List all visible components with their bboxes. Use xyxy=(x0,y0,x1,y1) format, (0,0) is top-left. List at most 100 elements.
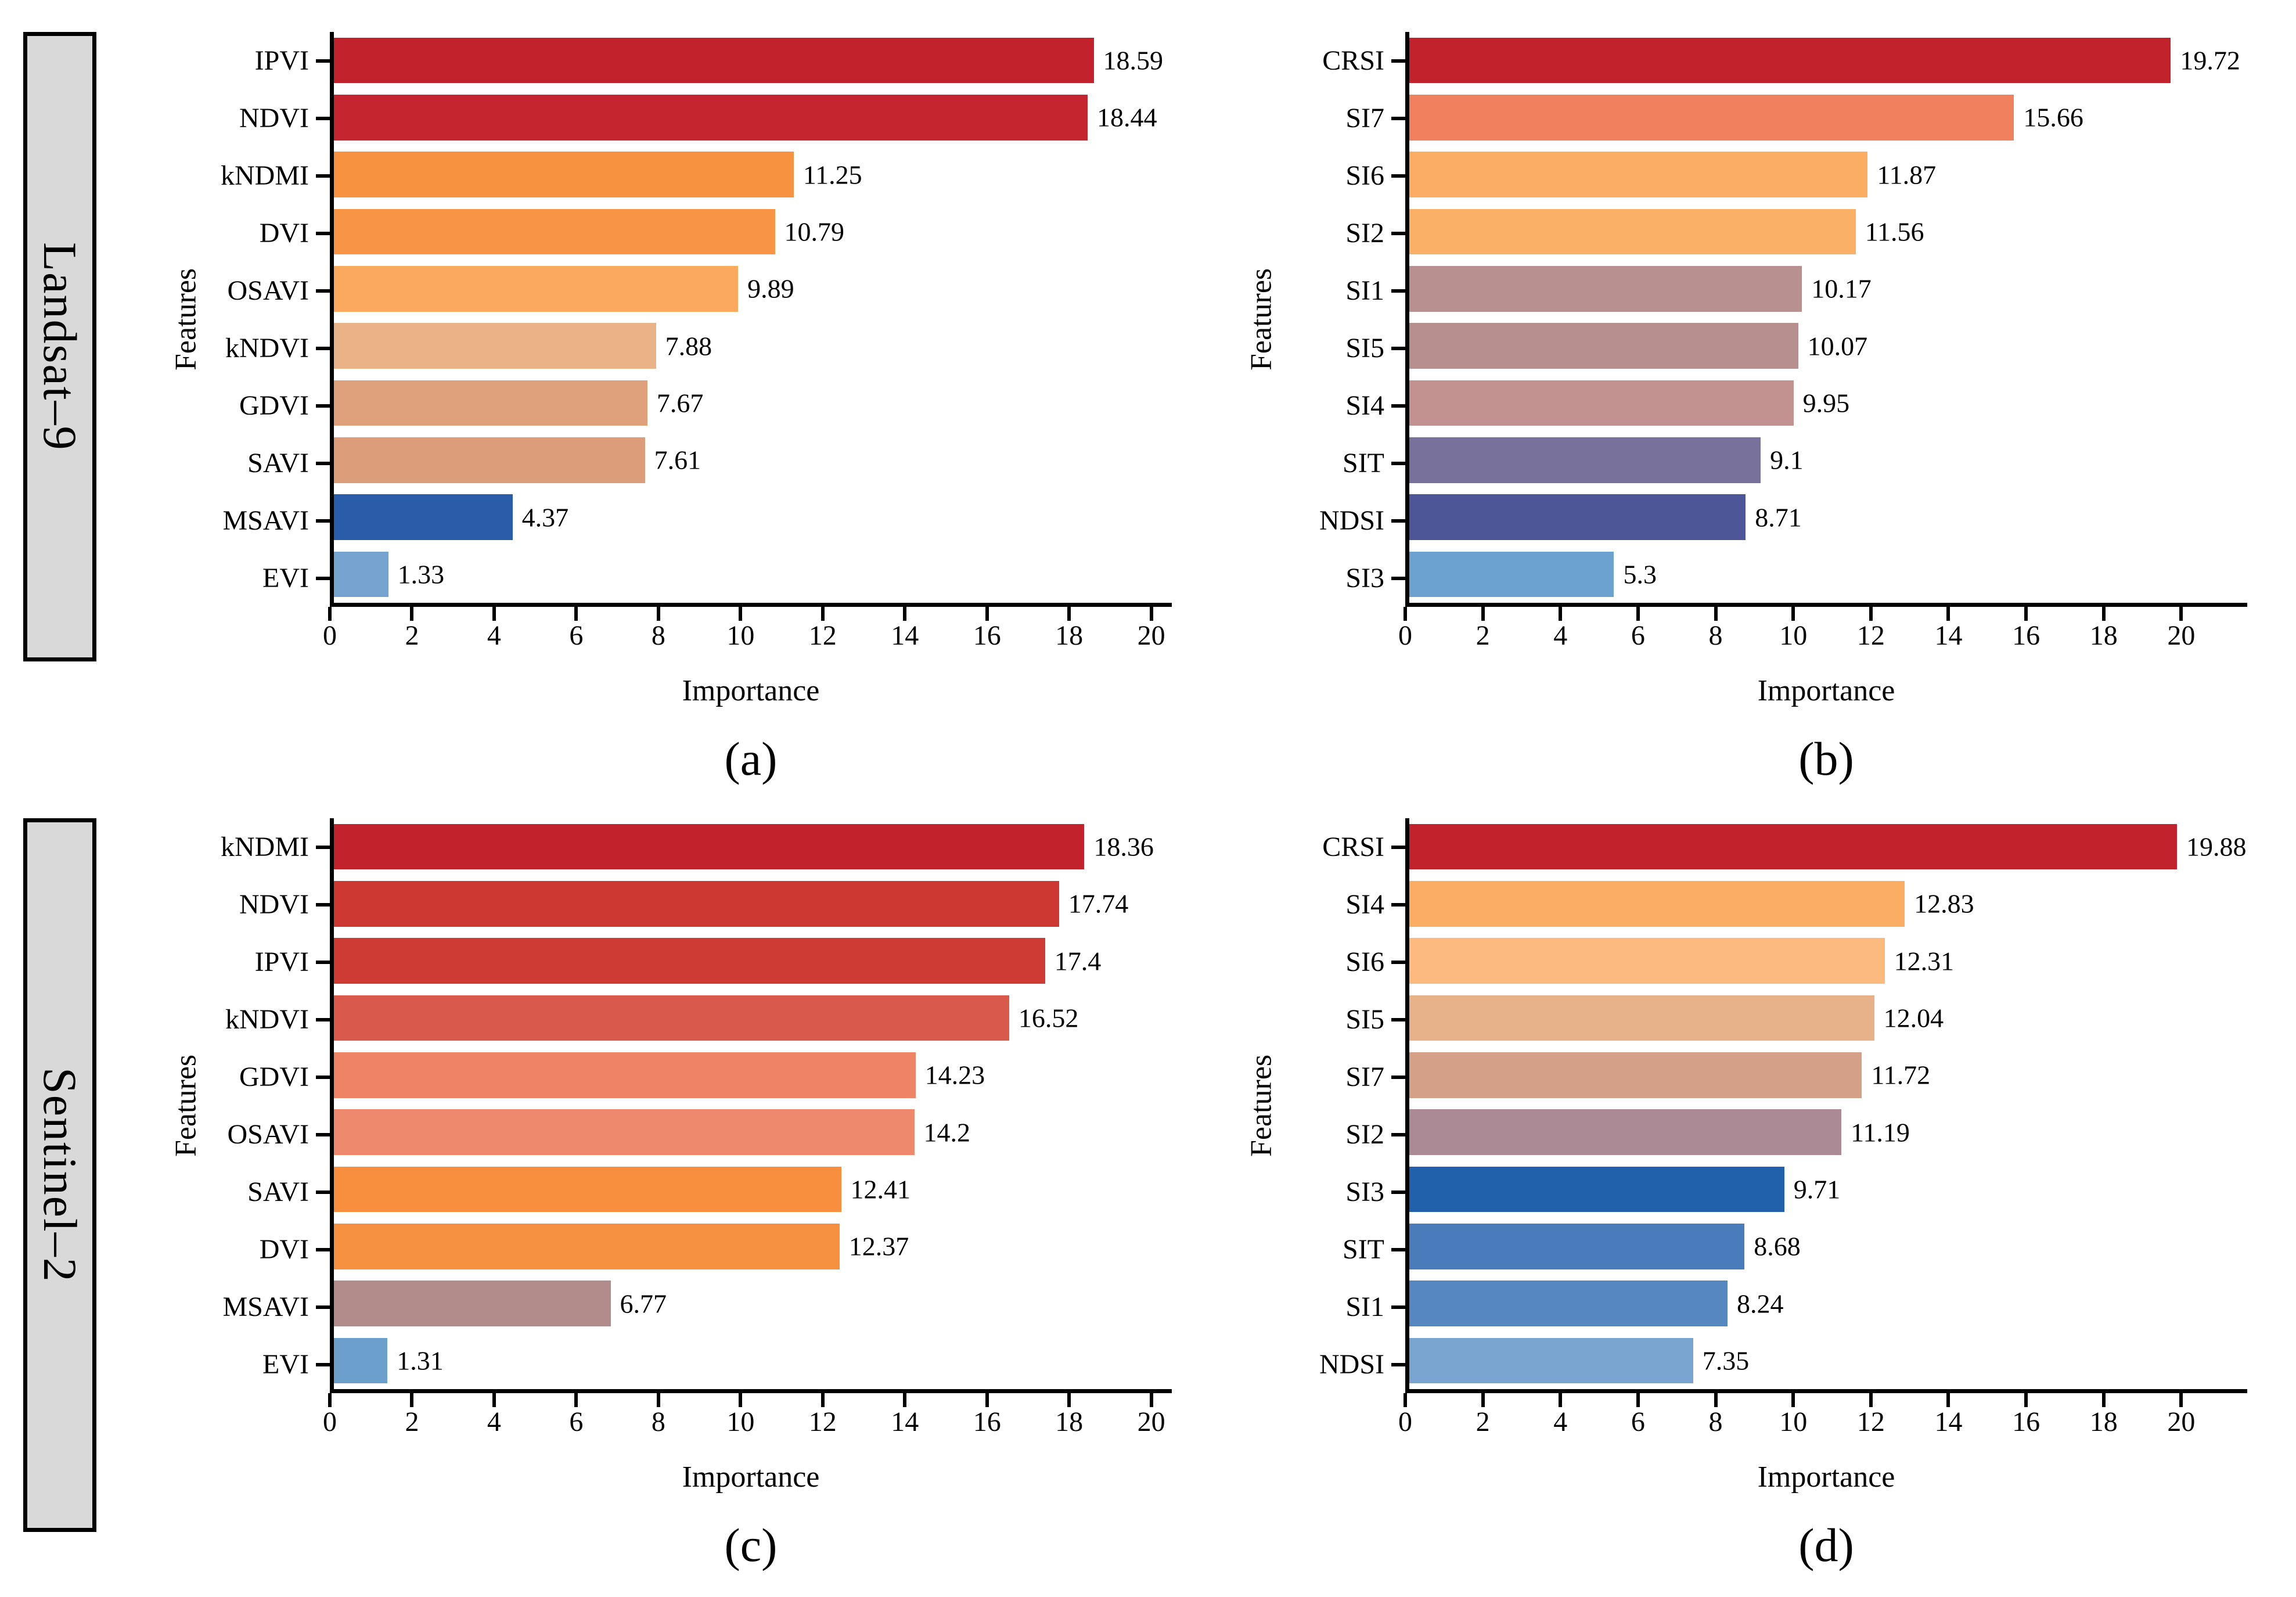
y-tick-mark xyxy=(1391,1075,1405,1079)
bar-value-label: 17.74 xyxy=(1068,889,1129,919)
x-tick-mark xyxy=(410,607,414,621)
x-tick-label: 2 xyxy=(1476,620,1490,651)
x-tick-label: 16 xyxy=(973,1407,1001,1437)
bar xyxy=(1409,437,1761,483)
x-tick-mark xyxy=(328,1393,332,1407)
x-tick-label: 6 xyxy=(1631,620,1645,651)
category-tick-label: GDVI xyxy=(207,1048,330,1106)
bar-value-label: 19.72 xyxy=(2180,45,2240,75)
plot-area: 18.59 18.44 11.25 10.79 9.89 7.88 7.67 7.61 4.37… xyxy=(330,32,1172,607)
x-tick-mark xyxy=(1791,607,1795,621)
y-tick-mark xyxy=(1391,1017,1405,1021)
bar-value-label: 17.4 xyxy=(1054,946,1102,976)
chart-panel-c: Features kNDMI NDVI IPVI kNDVI GDVI OSAVI SAVI… xyxy=(165,818,1172,1573)
bar-slot: 18.44 xyxy=(334,89,1172,146)
x-tick-label: 20 xyxy=(2167,1407,2196,1437)
bar xyxy=(1409,1281,1728,1326)
x-tick-mark xyxy=(2101,607,2106,621)
bar-value-label: 5.3 xyxy=(1623,559,1657,589)
x-tick-mark xyxy=(820,1393,825,1407)
y-tick-mark xyxy=(316,231,330,235)
bar-value-label: 12.31 xyxy=(1894,946,1955,976)
x-tick-label: 0 xyxy=(323,620,337,651)
bar xyxy=(1409,1052,1862,1098)
x-tick-mark xyxy=(820,607,825,621)
y-axis-label: Features xyxy=(169,1054,203,1157)
x-tick-mark xyxy=(1149,607,1153,621)
bar-slot: 18.59 xyxy=(334,32,1172,89)
x-tick-label: 4 xyxy=(1553,1407,1568,1437)
bar-value-label: 9.95 xyxy=(1802,388,1850,418)
category-tick-label: DVI xyxy=(207,204,330,262)
bar-value-label: 12.37 xyxy=(848,1231,909,1261)
bar-slot: 12.37 xyxy=(334,1218,1172,1275)
bar-slot: 12.41 xyxy=(334,1161,1172,1218)
bar xyxy=(334,95,1088,141)
x-tick-label: 14 xyxy=(1934,1407,1963,1437)
bar-value-label: 6.77 xyxy=(620,1289,667,1319)
x-tick-label: 14 xyxy=(891,1407,919,1437)
x-axis-ticks: 0 2 4 6 8 10 12 14 16 18 20 xyxy=(323,1393,1172,1437)
category-tick-label: SAVI xyxy=(207,1163,330,1221)
category-tick-label: IPVI xyxy=(207,32,330,89)
y-tick-mark xyxy=(1391,1305,1405,1309)
x-axis-ticks: 0 2 4 6 8 10 12 14 16 18 20 xyxy=(1398,607,2247,651)
bar-slot: 14.2 xyxy=(334,1103,1172,1160)
y-tick-mark xyxy=(316,1132,330,1136)
x-tick-mark xyxy=(1403,607,1407,621)
x-tick-label: 18 xyxy=(1055,1407,1084,1437)
category-tick-label: SI5 xyxy=(1282,991,1405,1048)
x-tick-label: 16 xyxy=(2012,1407,2041,1437)
category-tick-label: EVI xyxy=(207,549,330,607)
bar-value-label: 7.88 xyxy=(665,331,712,361)
bar-value-label: 1.31 xyxy=(397,1346,444,1376)
x-tick-label: 12 xyxy=(808,1407,837,1437)
x-axis-label: Importance xyxy=(682,674,820,707)
x-tick-label: 12 xyxy=(808,620,837,651)
category-tick-label: NDSI xyxy=(1282,1336,1405,1393)
x-tick-mark xyxy=(2024,607,2028,621)
x-tick-mark xyxy=(410,1393,414,1407)
y-tick-mark xyxy=(1391,519,1405,523)
bar xyxy=(334,995,1009,1041)
bar-value-label: 18.44 xyxy=(1096,102,1157,132)
plot-area: 19.88 12.83 12.31 12.04 11.72 11.19 9.71 8.68 8.… xyxy=(1405,818,2247,1393)
x-tick-label: 4 xyxy=(1553,620,1568,651)
x-tick-mark xyxy=(1636,1393,1640,1407)
x-tick-mark xyxy=(1946,607,1950,621)
bar-slot: 1.31 xyxy=(334,1332,1172,1389)
bar-value-label: 15.66 xyxy=(2023,102,2083,132)
x-tick-label: 2 xyxy=(405,1407,419,1437)
bar-slot: 4.37 xyxy=(334,488,1172,545)
y-tick-mark xyxy=(1391,902,1405,907)
chart-caption: (a) xyxy=(724,732,778,785)
x-tick-label: 6 xyxy=(1631,1407,1645,1437)
bar-slot: 1.33 xyxy=(334,546,1172,603)
bar-value-label: 4.37 xyxy=(521,502,569,533)
bar-slot: 19.72 xyxy=(1409,32,2247,89)
x-tick-label: 18 xyxy=(2089,620,2118,651)
x-tick-mark xyxy=(492,607,496,621)
bar xyxy=(334,266,739,312)
bar-slot: 12.04 xyxy=(1409,990,2247,1046)
category-axis: CRSI SI4 SI6 SI5 SI7 SI2 SI3 SIT SI1 NDSI xyxy=(1282,818,1405,1393)
bar xyxy=(334,881,1059,927)
y-tick-mark xyxy=(316,576,330,580)
x-tick-mark xyxy=(1791,1393,1795,1407)
y-tick-mark xyxy=(1391,346,1405,350)
x-tick-mark xyxy=(574,607,578,621)
bar-slot: 14.23 xyxy=(334,1046,1172,1103)
bar xyxy=(1409,551,1614,598)
x-axis-label: Importance xyxy=(1757,674,1895,707)
y-tick-mark xyxy=(1391,960,1405,964)
y-axis-label: Features xyxy=(169,268,203,371)
x-tick-mark xyxy=(1559,1393,1563,1407)
x-tick-mark xyxy=(903,1393,907,1407)
bar-value-label: 18.59 xyxy=(1103,45,1164,75)
x-axis-label: Importance xyxy=(682,1461,820,1494)
category-tick-label: SI1 xyxy=(1282,262,1405,319)
category-tick-label: SI5 xyxy=(1282,319,1405,377)
bar-value-label: 14.2 xyxy=(923,1117,971,1148)
bar-value-label: 10.17 xyxy=(1811,274,1872,304)
bar xyxy=(1409,1166,1784,1213)
